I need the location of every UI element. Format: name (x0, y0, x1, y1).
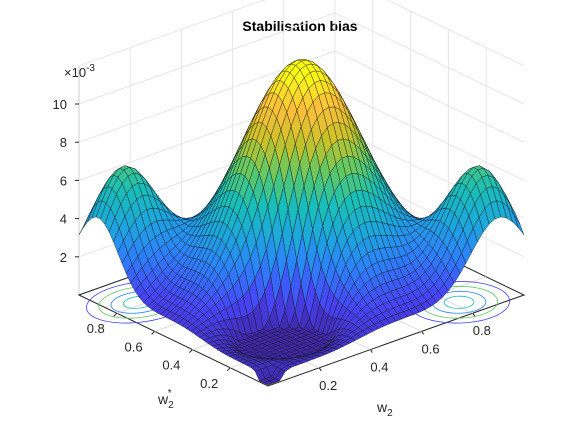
z-tick-label-1: 4 (60, 212, 67, 227)
x-tick-label-2: 0.6 (422, 341, 440, 356)
svg-text:×10-3: ×10-3 (64, 63, 95, 80)
x-axis-label: w2 (376, 399, 393, 419)
y-tick-label-3: 0.8 (87, 321, 105, 336)
z-exponent-label: ×10-3 (64, 63, 95, 80)
svg-text:w2*: w2* (157, 388, 174, 411)
x-tick-mark-0 (318, 367, 322, 372)
x-tick-mark-1 (369, 349, 373, 353)
y-tick-mark-1 (189, 349, 193, 353)
y-tick-mark-3 (113, 312, 118, 317)
chart-title: Stabilisation bias (242, 18, 357, 34)
z-tick-label-3: 8 (60, 135, 67, 150)
surface-patch (263, 380, 275, 386)
x-tick-label-3: 0.8 (473, 323, 491, 338)
z-grid-line-4 (78, 12, 525, 105)
y-tick-mark-2 (151, 331, 155, 335)
z-tick-label-4: 10 (53, 97, 67, 112)
z-grid-line-3 (78, 50, 525, 143)
x-tick-label-1: 0.4 (370, 360, 388, 375)
y-axis-label: w2* (157, 388, 174, 411)
y-tick-mark-0 (226, 367, 231, 372)
y-tick-label-0: 0.2 (200, 376, 218, 391)
y-tick-label-2: 0.6 (125, 339, 143, 354)
y-tick-label-1: 0.4 (162, 358, 180, 373)
x-tick-mark-3 (472, 312, 476, 317)
surface (78, 58, 525, 386)
back-top-edge (78, 0, 525, 67)
z-tick-label-2: 6 (60, 173, 67, 188)
x-tick-mark-2 (421, 331, 425, 335)
floor-contour-right-1 (431, 290, 487, 314)
floor-contour-right-2 (419, 285, 499, 319)
x-tick-label-0: 0.2 (319, 378, 337, 393)
floor-contour-right-0 (443, 295, 475, 309)
svg-text:w2: w2 (376, 399, 393, 419)
z-tick-label-0: 2 (60, 250, 67, 265)
ticks: 0.2 0.4 0.6 0.8 0.2 0.4 0.6 0.8 2 4 6 8 10 (53, 97, 491, 393)
